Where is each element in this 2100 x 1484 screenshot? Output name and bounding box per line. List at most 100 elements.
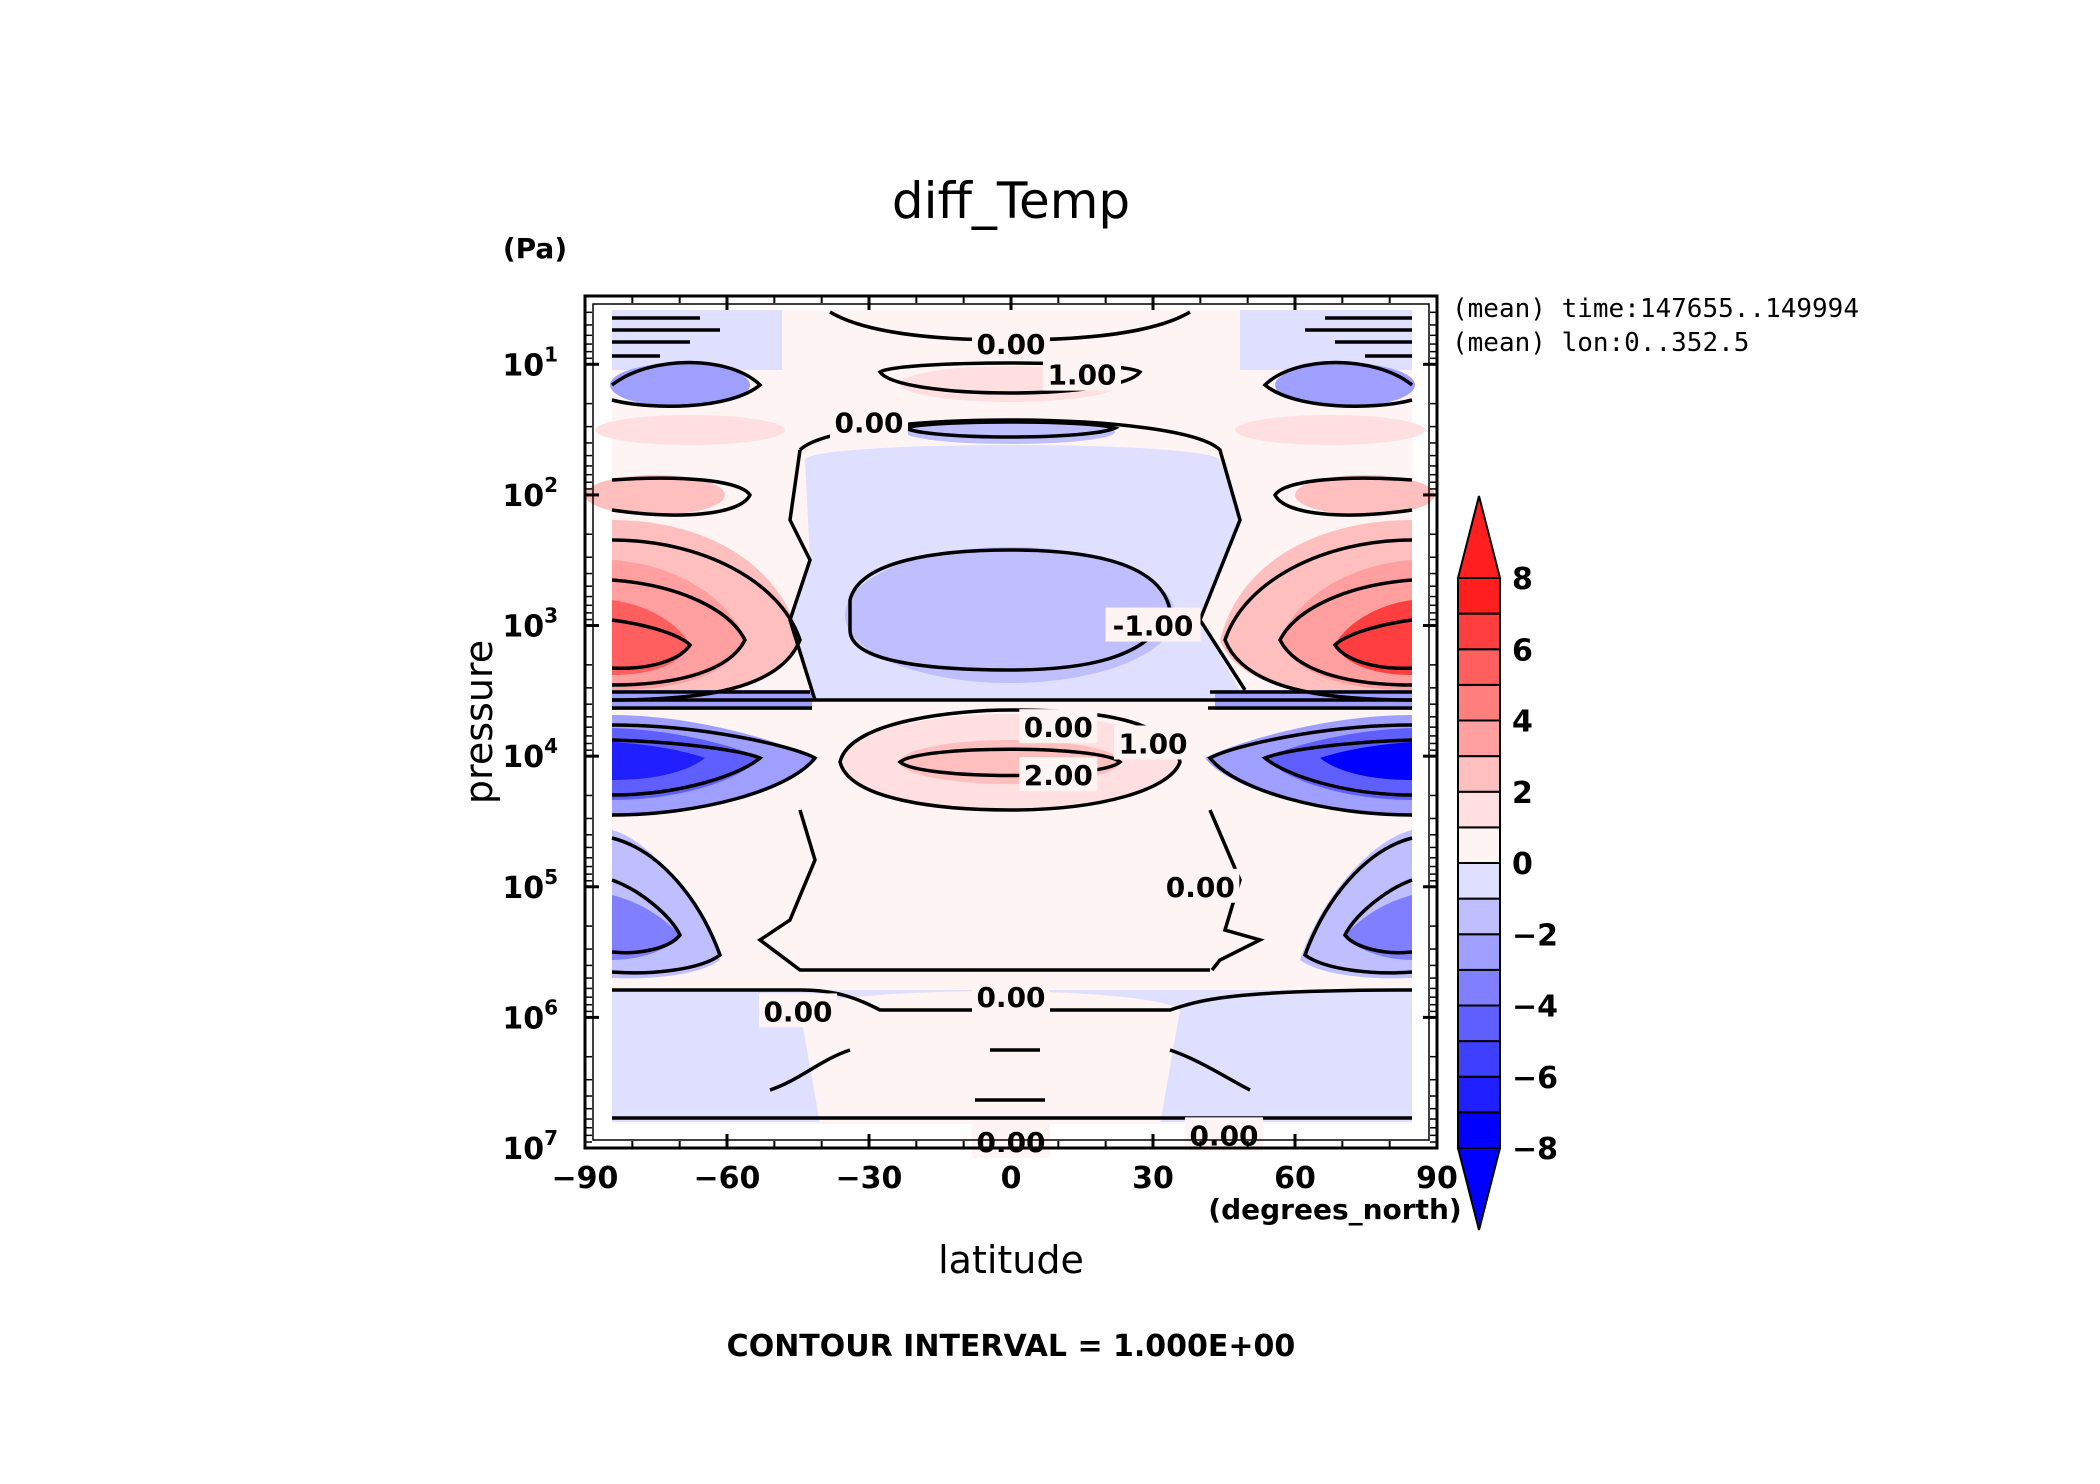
colorbar-swatch (1457, 790, 1501, 829)
contour-line (756, 809, 1210, 972)
contour-label-bg (972, 326, 1050, 361)
y-tick-base: 10 (502, 1132, 544, 1167)
contour-line (1272, 476, 1413, 517)
x-axis-label: latitude (938, 1238, 1084, 1282)
colorbar-swatch (1457, 862, 1501, 900)
contour-line (769, 1048, 1251, 1092)
annotation-time: (mean) time:147655..149994 (1452, 294, 1859, 324)
colorbar-tick-label: 6 (1512, 633, 1533, 668)
contour-lines (610, 310, 1414, 1120)
contour-line (612, 316, 1412, 358)
y-tick-exponent: 1 (544, 342, 558, 366)
colorbar-swatch (1457, 577, 1501, 615)
contour-line (1262, 360, 1414, 408)
colorbar-extend-low (1456, 1147, 1502, 1231)
field-left-upper-positive (595, 415, 785, 445)
contour-line (897, 747, 1123, 778)
y-tick-label: 106 (502, 995, 558, 1036)
contour-label: 1.00 (1118, 727, 1187, 760)
contour-label-bg (1185, 1117, 1263, 1152)
y-tick-base: 10 (502, 348, 544, 383)
contour-line (877, 361, 1143, 395)
contour-label: 0.00 (1024, 711, 1093, 744)
contour-line (1207, 723, 1413, 817)
colorbar-tick-label: 4 (1512, 705, 1533, 740)
y-tick-exponent: 4 (544, 734, 558, 758)
contour-line (900, 420, 1120, 439)
contour-field (585, 296, 1437, 1148)
contour-line (611, 738, 764, 797)
contour-label: 1.00 (1047, 359, 1116, 392)
colorbar-tick-label: 8 (1512, 562, 1533, 597)
colorbar-swatch (1457, 648, 1501, 686)
contour-line (611, 836, 723, 975)
y-tick-base: 10 (502, 479, 544, 514)
contour-label-bg (759, 993, 837, 1028)
field-left-cold-inner (612, 742, 705, 780)
field-lower-equatorial-positive (800, 991, 1180, 1124)
y-tick-label: 102 (502, 473, 558, 514)
colorbar-tick-label: 0 (1512, 847, 1533, 882)
field-right-cold-inner (1320, 742, 1412, 780)
contour-line (611, 578, 747, 687)
contour-interval-note: CONTOUR INTERVAL = 1.000E+00 (727, 1329, 1296, 1364)
field-left-upper-positive-2 (585, 475, 725, 515)
x-tick-label: 90 (1416, 1161, 1458, 1196)
y-tick-label: 101 (502, 342, 558, 383)
contour-line (975, 1048, 1045, 1102)
y-tick-exponent: 3 (544, 604, 558, 628)
contour-label-bg (830, 404, 908, 439)
x-tick-label: −60 (694, 1161, 761, 1196)
y-axis-label: pressure (457, 640, 501, 804)
colorbar-swatch (1457, 826, 1501, 864)
contour-label-bg (972, 979, 1050, 1014)
colorbar-swatch (1457, 1040, 1501, 1078)
contour-label-bg (1019, 709, 1098, 744)
contour-label-bg (1105, 607, 1201, 642)
field-right-lower-negative-core (1345, 895, 1412, 960)
contour-line (611, 476, 753, 517)
colorbar-swatch (1457, 612, 1501, 651)
y-tick-label: 103 (502, 604, 558, 645)
contour-line (1332, 618, 1413, 670)
y-tick-exponent: 7 (544, 1126, 558, 1150)
contour-label: -1.00 (1113, 610, 1194, 643)
y-tick-base: 10 (502, 610, 544, 645)
field-left-top-negative (610, 363, 750, 407)
y-tick-base: 10 (502, 1001, 544, 1036)
contour-line (1208, 809, 1265, 972)
contour-labels: 0.001.000.00-1.000.00 1.002.000.000.000.0… (759, 326, 1263, 1159)
contour-line (838, 708, 1182, 812)
colorbar-tick-label: 2 (1512, 776, 1533, 811)
contour-label-bg (1043, 356, 1121, 391)
y-tick-exponent: 5 (544, 865, 558, 889)
contour-line (1223, 538, 1413, 702)
y-tick-label: 107 (502, 1126, 558, 1167)
contour-label-bg (1019, 757, 1098, 792)
y-tick-base: 10 (502, 871, 544, 906)
x-tick-label: 0 (1001, 1161, 1022, 1196)
colorbar-swatch (1457, 683, 1501, 722)
y-tick-exponent: 6 (544, 995, 558, 1019)
contour-label: 0.00 (976, 328, 1045, 361)
y-tick-label: 104 (502, 734, 558, 775)
y-axis-units: (Pa) (503, 232, 567, 265)
colorbar-swatch (1457, 933, 1501, 971)
field-left-top-band (612, 310, 782, 370)
contour-line (1342, 878, 1413, 955)
contour-line (1302, 836, 1413, 975)
contour-line (1278, 578, 1413, 687)
contour-line (611, 878, 683, 955)
colorbar-swatch (1457, 1111, 1501, 1149)
contour-label-bg (1161, 868, 1240, 903)
x-axis: −90 −60 −30 0 30 60 90 (552, 296, 1458, 1196)
contour-label: 0.00 (1166, 871, 1235, 904)
colorbar-swatch (1457, 755, 1501, 793)
contour-label: 2.00 (1024, 759, 1093, 792)
field-right-top-band (1240, 310, 1412, 370)
colorbar: 8 6 4 2 0 −2 −4 −6 −8 (1456, 495, 1558, 1231)
y-tick-label: 105 (502, 865, 558, 906)
contour-line (611, 538, 802, 702)
colorbar-swatch (1457, 719, 1501, 758)
